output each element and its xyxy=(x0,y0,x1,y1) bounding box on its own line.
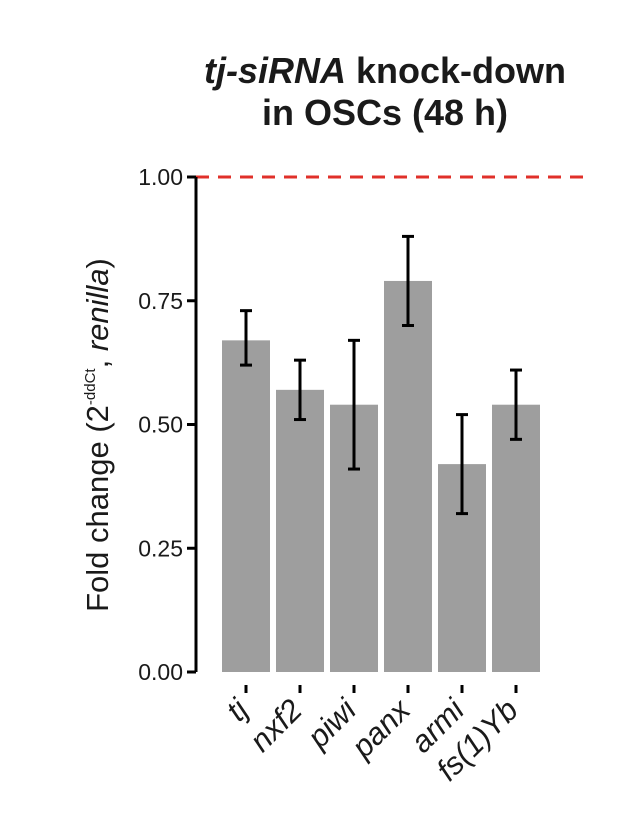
y-tick-label-3: 0.75 xyxy=(138,288,183,314)
y-axis-label-italic: renilla xyxy=(80,268,115,352)
y-tick-label-0: 0.00 xyxy=(138,659,183,685)
y-tick-label-4: 1.00 xyxy=(138,164,183,190)
bar-0 xyxy=(222,340,270,672)
x-tick-label-0: tj xyxy=(219,691,255,727)
bar-5 xyxy=(492,404,540,672)
error-bar-1 xyxy=(294,358,306,422)
y-axis-label-superscript: -ddCt xyxy=(81,368,99,406)
bar-1 xyxy=(276,389,324,672)
y-axis-label: Fold change (2-ddCt, renilla) xyxy=(80,258,116,612)
chart-title-line1: tj-siRNA knock-down xyxy=(170,50,600,92)
error-bar-4 xyxy=(456,413,468,516)
bar-3 xyxy=(384,280,432,672)
y-axis-label-suffix: ) xyxy=(80,258,115,269)
x-tick-label-3: panx xyxy=(344,691,418,765)
y-tick-label-2: 0.50 xyxy=(138,412,183,438)
error-bar-2 xyxy=(348,338,360,471)
x-tick-label-1: nxf2 xyxy=(243,692,309,758)
y-axis-label-middle: , xyxy=(80,351,115,369)
title-line1-text: knock-down xyxy=(345,50,566,91)
error-bar-3 xyxy=(402,234,414,327)
error-bar-0 xyxy=(240,309,252,367)
chart-title-line2: in OSCs (48 h) xyxy=(261,92,509,133)
title-gene-name: tj-siRNA xyxy=(203,50,346,91)
y-tick-label-1: 0.25 xyxy=(138,535,183,561)
y-axis-label-prefix: Fold change (2 xyxy=(80,405,115,612)
error-bar-5 xyxy=(510,368,522,441)
